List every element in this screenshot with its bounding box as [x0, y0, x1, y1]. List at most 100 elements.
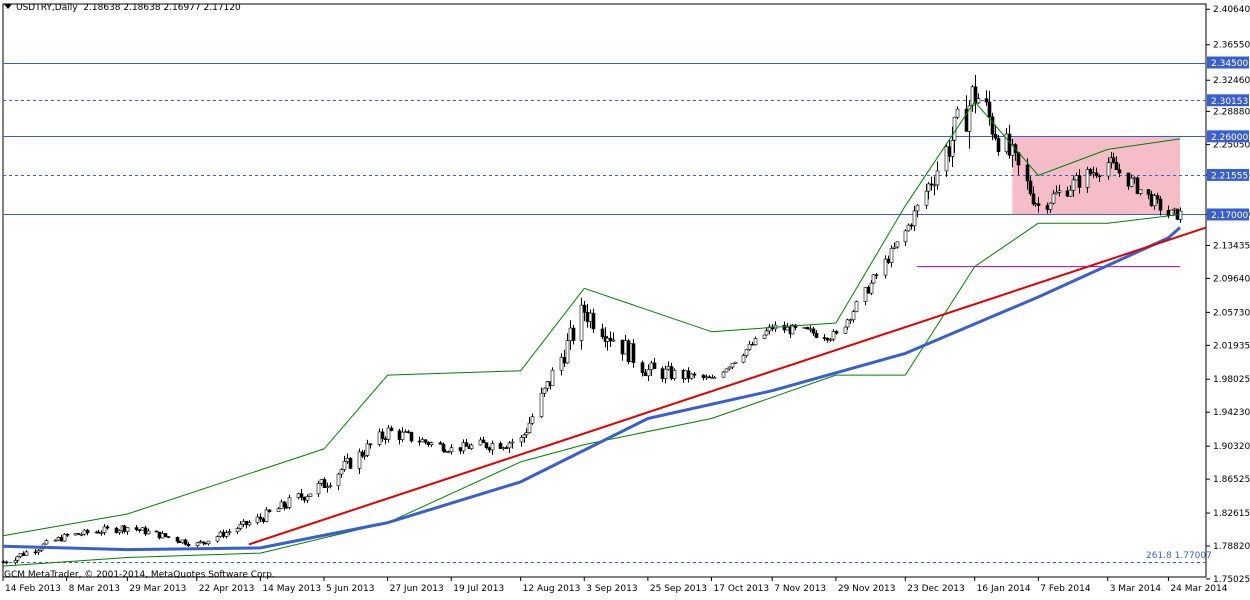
y-tick-label-17: 1.75025 — [1213, 575, 1250, 585]
candle-body — [1048, 202, 1053, 210]
candles-group — [1, 74, 1183, 565]
candle-body — [519, 437, 524, 443]
candle-body — [224, 532, 229, 537]
y-tick-label-9: 2.05730 — [1213, 308, 1250, 318]
candle-body — [649, 362, 654, 370]
candle-body — [600, 328, 605, 338]
y-tick-label-16: 1.78820 — [1213, 542, 1250, 552]
candle-body — [854, 301, 859, 312]
y-tick-label-15: 1.82615 — [1213, 509, 1250, 519]
candle-body — [73, 533, 78, 536]
candle-body — [33, 551, 38, 554]
candle-body — [724, 368, 729, 373]
level-price-label-4: 2.17000 — [1211, 211, 1248, 221]
candle-body — [808, 328, 813, 331]
candle-body — [406, 431, 411, 433]
trendline — [248, 226, 1207, 546]
candle-body — [276, 508, 281, 513]
candle-body — [342, 461, 347, 470]
candle-body — [782, 324, 787, 331]
candle-body — [267, 509, 272, 513]
chart-header: USDTRY,Daily 2.18638 2.18638 2.16977 2.1… — [4, 3, 241, 13]
candle-body — [99, 532, 104, 534]
candle-body — [1117, 169, 1122, 174]
candle-body — [368, 443, 373, 446]
candle-body — [221, 531, 226, 537]
candle-body — [429, 442, 434, 445]
candle-body — [1007, 133, 1012, 156]
candle-body — [1, 561, 6, 564]
candle-body — [530, 416, 535, 424]
candle-body — [915, 204, 920, 212]
candle-body — [203, 542, 208, 545]
candle-body — [53, 539, 58, 542]
candle-body — [620, 339, 625, 355]
candle-body — [389, 427, 394, 432]
candle-body — [701, 374, 706, 379]
candle-body — [357, 451, 362, 469]
candle-body — [955, 108, 960, 118]
candle-body — [1077, 175, 1082, 188]
candle-body — [13, 560, 18, 564]
candle-body — [1097, 175, 1102, 178]
candle-body — [24, 551, 29, 556]
level-price-label-3: 2.21555 — [1211, 171, 1248, 181]
candle-body — [1057, 190, 1062, 193]
candle-body — [1166, 209, 1171, 216]
candle-body — [666, 366, 671, 370]
candle-body — [912, 210, 917, 227]
x-tick-label-11: 17 Oct 2013 — [714, 584, 770, 594]
candle-body — [744, 349, 749, 356]
y-tick-label-7: 2.13435 — [1213, 241, 1250, 251]
candle-body — [504, 447, 509, 449]
candle-body — [487, 447, 492, 451]
level-price-label-0: 2.34500 — [1211, 59, 1248, 69]
candle-body — [284, 506, 289, 509]
candle-body — [423, 439, 428, 443]
candle-body — [559, 357, 564, 371]
candle-body — [186, 543, 191, 546]
candle-body — [1126, 172, 1131, 187]
candle-body — [643, 372, 648, 377]
candle-body — [62, 533, 67, 542]
candle-body — [1149, 194, 1154, 207]
candle-body — [160, 533, 165, 539]
candle-body — [195, 542, 200, 546]
candle-body — [811, 328, 816, 334]
candle-body — [146, 530, 151, 535]
level-price-box-2 — [1207, 130, 1249, 143]
candle-body — [903, 230, 908, 243]
candle-body — [689, 373, 694, 379]
x-tick-label-2: 29 Mar 2013 — [129, 584, 186, 594]
candle-body — [785, 326, 790, 331]
candle-body — [241, 520, 246, 525]
candle-body — [1088, 169, 1093, 175]
candle-body — [967, 105, 972, 132]
candle-body — [461, 442, 466, 452]
candle-body — [866, 286, 871, 294]
candle-body — [328, 485, 333, 488]
candle-body — [377, 431, 382, 445]
bollinger-lower-line — [2, 214, 1181, 567]
candle-body — [322, 479, 327, 488]
candle-body — [802, 327, 807, 329]
candle-body — [874, 274, 879, 277]
dropdown-triangle-icon[interactable] — [4, 4, 12, 9]
candle-body — [926, 183, 931, 192]
candle-body — [426, 441, 431, 445]
candle-body — [287, 497, 292, 508]
candle-body — [464, 442, 469, 447]
candle-body — [85, 529, 90, 534]
candle-body — [140, 527, 145, 531]
candle-body — [302, 497, 307, 501]
candle-body — [822, 337, 827, 339]
candle-body — [403, 431, 408, 433]
candle-body — [550, 369, 555, 386]
candle-body — [105, 526, 110, 529]
candle-body — [947, 146, 952, 157]
candle-body — [218, 531, 223, 537]
candle-body — [498, 443, 503, 449]
candle-body — [987, 101, 992, 118]
candle-body — [1036, 203, 1041, 206]
